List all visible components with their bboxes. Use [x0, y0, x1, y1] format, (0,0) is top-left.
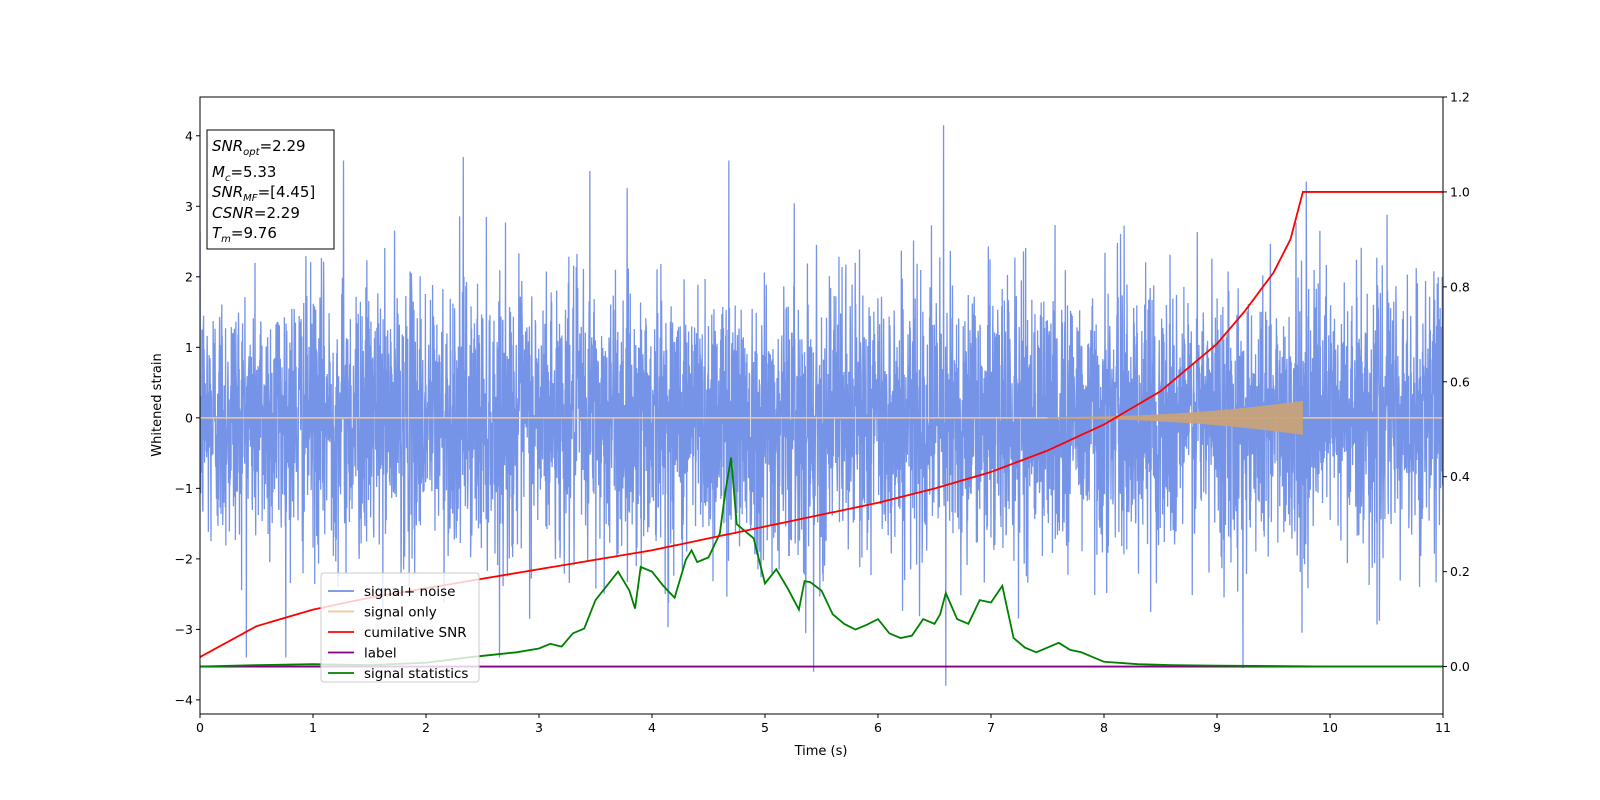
x-tick-label: 1	[309, 720, 317, 735]
legend: signal+ noise signal only cumilative SNR la…	[320, 572, 480, 683]
y2-tick-label: 0.4	[1450, 469, 1470, 484]
y-tick-label: 4	[185, 128, 193, 143]
x-tick-label: 6	[874, 720, 882, 735]
legend-frame	[320, 572, 480, 683]
info-tm: Tm=9.76	[212, 224, 277, 245]
x-tick-label: 9	[1213, 720, 1221, 735]
x-tick-label: 0	[196, 720, 204, 735]
legend-label: label	[364, 646, 397, 662]
plot-frame	[199, 96, 1444, 715]
signal-statistics-line	[200, 457, 1443, 668]
y-tick-label: 0	[185, 410, 193, 425]
y-tick-label: 1	[185, 340, 193, 355]
info-box-frame	[206, 129, 335, 250]
info-csnr: CSNR=2.29	[212, 204, 300, 222]
signal-only-chirp	[1047, 400, 1303, 435]
y2-tick-label: 0.0	[1450, 659, 1470, 674]
y-tick-label: 3	[185, 199, 193, 214]
legend-label: signal statistics	[364, 666, 468, 682]
x-axis-label: Time (s)	[794, 744, 848, 759]
y-tick-label: −2	[175, 551, 193, 566]
legend-label: signal only	[364, 605, 437, 621]
y2-tick-label: 0.6	[1450, 374, 1470, 389]
y-axis-ticks: 4 3 2 1 0 −1 −2 −3 −4	[175, 128, 200, 707]
x-axis-ticks: 0 1 2 3 4 5 6 7 8 9 10 11	[196, 714, 1451, 735]
y-tick-label: −3	[175, 622, 193, 637]
x-tick-label: 7	[987, 720, 995, 735]
y-axis-label: Whitened strain	[150, 353, 165, 456]
info-snr-mf: SNRMF=[4.45]	[212, 183, 315, 204]
y2-axis-ticks: 1.2 1.0 0.8 0.6 0.4 0.2 0.0	[1443, 90, 1470, 674]
info-snr-opt: SNRopt=2.29	[212, 137, 306, 158]
y2-tick-label: 0.8	[1450, 279, 1470, 294]
y2-tick-label: 1.2	[1450, 90, 1470, 105]
x-tick-label: 2	[422, 720, 430, 735]
y2-tick-label: 0.2	[1450, 564, 1470, 579]
y2-tick-label: 1.0	[1450, 184, 1470, 199]
legend-label: signal+ noise	[364, 584, 455, 600]
signal-only-series	[200, 400, 1443, 435]
signal-noise-line	[200, 125, 1443, 686]
y-tick-label: −4	[175, 692, 193, 707]
x-tick-label: 8	[1100, 720, 1108, 735]
y-tick-label: 2	[185, 269, 193, 284]
legend-label: cumilative SNR	[364, 625, 467, 641]
y-tick-label: −1	[175, 481, 193, 496]
info-box: SNRopt=2.29 Mc=5.33 SNRMF=[4.45] CSNR=2.…	[206, 129, 335, 250]
x-tick-label: 10	[1322, 720, 1338, 735]
info-mc: Mc=5.33	[212, 163, 276, 184]
x-tick-label: 4	[648, 720, 656, 735]
x-tick-label: 3	[535, 720, 543, 735]
signal-noise-series	[200, 125, 1443, 686]
x-tick-label: 11	[1435, 720, 1451, 735]
x-tick-label: 5	[761, 720, 769, 735]
